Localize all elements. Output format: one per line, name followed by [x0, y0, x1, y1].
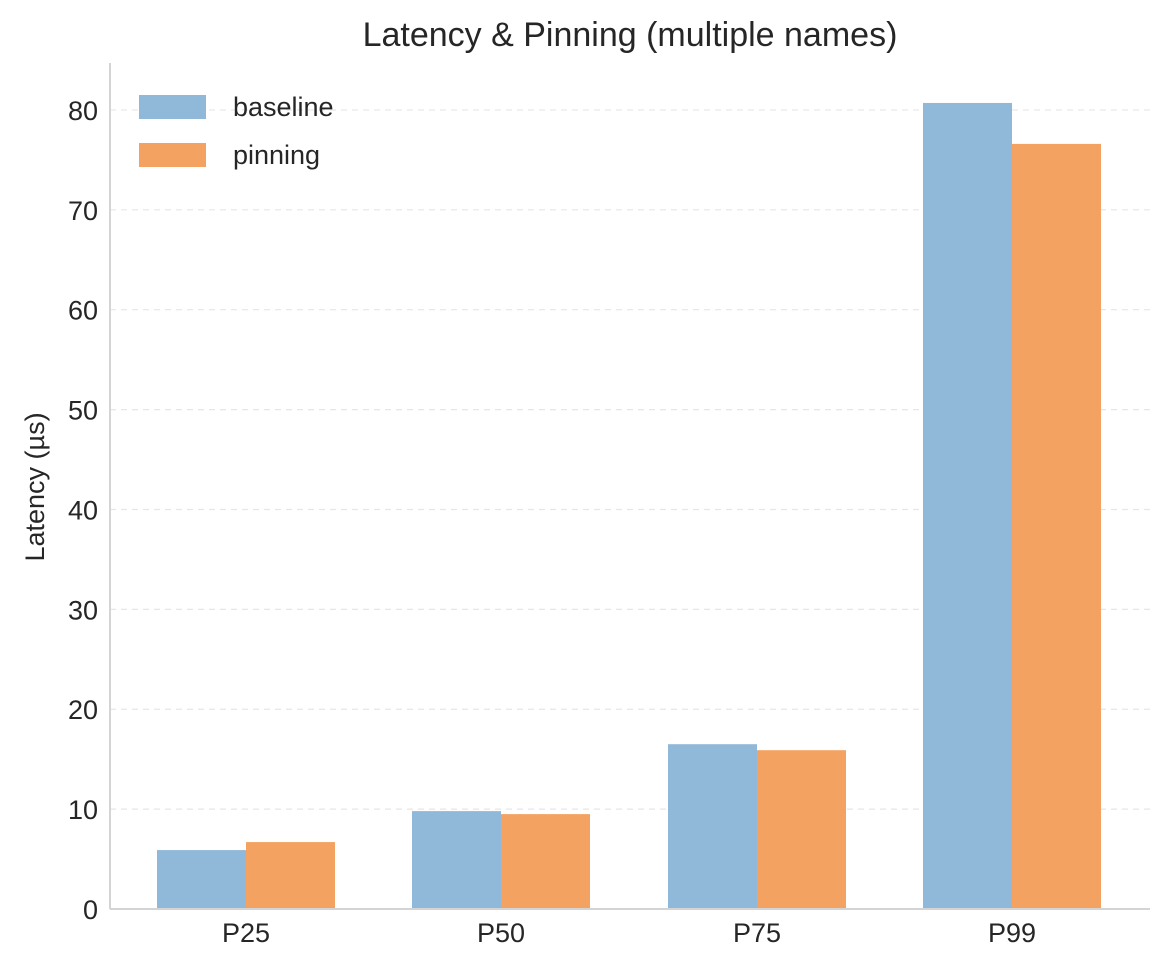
y-tick-label: 20: [68, 695, 98, 725]
legend-swatch-pinning: [139, 143, 206, 167]
legend-swatch-baseline: [139, 95, 206, 119]
y-tick-label: 60: [68, 296, 98, 326]
bar-baseline-p25: [157, 850, 246, 909]
x-tick-label: P50: [477, 918, 525, 948]
bars: [157, 102, 1101, 910]
y-tick-label: 50: [68, 396, 98, 426]
y-tick-label: 30: [68, 595, 98, 625]
y-tick-label: 70: [68, 196, 98, 226]
bar-pinning-p99: [1012, 143, 1101, 910]
y-ticks: 0 10 20 30 40 50 60 70 80: [68, 96, 98, 925]
gridlines: [110, 109, 1150, 810]
y-tick-label: 80: [68, 96, 98, 126]
bar-baseline-p99: [923, 102, 1012, 910]
y-tick-label: 0: [83, 895, 98, 925]
legend-label-baseline: baseline: [233, 92, 334, 122]
bar-pinning-p50: [501, 814, 590, 909]
legend-label-pinning: pinning: [233, 140, 320, 170]
legend: baseline pinning: [139, 92, 334, 170]
bar-pinning-p25: [246, 842, 335, 909]
x-tick-label: P25: [222, 918, 270, 948]
x-ticks: P25 P50 P75 P99: [222, 918, 1036, 948]
x-tick-label: P75: [733, 918, 781, 948]
bar-pinning-p75: [757, 750, 846, 909]
chart-title: Latency & Pinning (multiple names): [363, 16, 898, 54]
y-axis-label: Latency (µs): [20, 412, 50, 561]
y-tick-label: 40: [68, 495, 98, 525]
x-tick-label: P99: [988, 918, 1036, 948]
bar-baseline-p50: [412, 811, 501, 909]
y-tick-label: 10: [68, 795, 98, 825]
bar-baseline-p75: [668, 744, 757, 909]
axes: [109, 63, 1150, 910]
